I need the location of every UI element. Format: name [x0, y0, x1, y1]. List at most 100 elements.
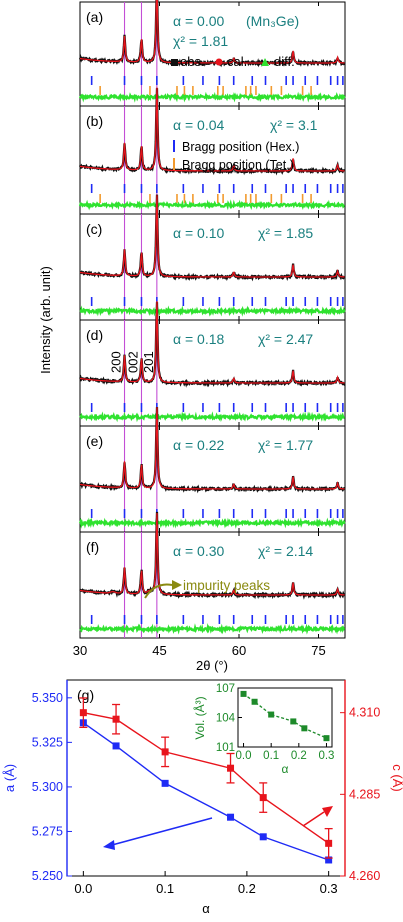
xrd-panel: (e) α = 0.22 χ² = 1.77 — [78, 406, 346, 533]
calculated-curve — [79, 301, 345, 384]
xrd-panel: (a) α = 0.00 (Mn₃Ge) χ² = 1.81 — [78, 0, 346, 107]
calculated-curve — [79, 87, 345, 172]
xrd-legend: obs. cal. diff. — [171, 54, 295, 69]
left-tick-label: 5.250 — [32, 869, 63, 883]
alpha-label: α = 0.04 — [173, 117, 225, 133]
obs-label: obs. — [180, 54, 205, 69]
impurity-annotation: impurity peaks — [144, 578, 270, 599]
left-tick-label: 5.325 — [32, 735, 63, 749]
a-axis-arrow — [111, 817, 213, 846]
right-tick-label: 4.285 — [349, 787, 380, 801]
difference-curve — [79, 305, 346, 317]
chi-label: χ² = 1.81 — [173, 33, 228, 49]
a-series-point — [161, 779, 169, 787]
right-tick-label: 4.260 — [349, 869, 380, 883]
bragg-tet-label: Bragg position (Tet.) — [182, 158, 294, 172]
c-series-point — [161, 748, 169, 756]
right-tick-label: 4.310 — [349, 706, 380, 720]
inset-y-tick-label: 104 — [216, 713, 236, 725]
c-series-point — [79, 709, 87, 717]
panel-letter: (f) — [86, 539, 99, 555]
inset-y-tick-label: 107 — [216, 683, 235, 695]
volume-series-point — [251, 698, 258, 705]
impurity-arrow — [144, 583, 173, 599]
chi-label: χ² = 2.47 — [258, 331, 313, 347]
alpha-label: α = 0.10 — [173, 225, 225, 241]
a-series-point — [227, 813, 235, 821]
panel-letter: (e) — [86, 433, 103, 449]
panel-letter: (c) — [86, 221, 102, 237]
diff-marker — [261, 58, 269, 66]
volume-series-point — [290, 718, 297, 725]
cal-label: cal. — [227, 54, 247, 69]
a-series-line — [82, 722, 329, 861]
a-series-point — [112, 742, 120, 750]
c-series-point — [259, 794, 267, 802]
impurity-arrowhead — [172, 580, 182, 590]
c-axis-arrow — [302, 811, 325, 827]
volume-series-point — [301, 725, 308, 732]
inset-x-tick-label: 0.0 — [236, 750, 252, 762]
x-tick-label: 60 — [232, 643, 246, 658]
c-axis-arrowhead — [322, 806, 333, 817]
x-tick-label: 45 — [152, 643, 166, 658]
c-series-line — [83, 712, 330, 844]
xrd-panel: (f) α = 0.30 χ² = 2.14 — [79, 511, 346, 639]
left-axis-label: a (Å) — [2, 764, 17, 792]
bragg-legend: Bragg position (Hex.) Bragg position (Tet… — [173, 140, 299, 172]
y-axis-label: Intensity (arb. unit) — [38, 266, 53, 374]
panel-frame — [79, 531, 346, 639]
inset-frame — [237, 687, 333, 748]
x-tick-label: 0.3 — [320, 881, 338, 896]
volume-series-point — [240, 690, 247, 697]
c-series-point — [227, 764, 235, 772]
chi-label: χ² = 2.14 — [258, 543, 313, 559]
inset-x-axis-label: α — [282, 762, 289, 776]
chi-label: χ² = 1.85 — [258, 225, 313, 241]
inset-y-tick-label: 101 — [216, 742, 235, 754]
x-tick-label: 0.1 — [156, 881, 174, 896]
inset-x-tick-label: 0.2 — [291, 750, 307, 762]
calculated-curve — [79, 0, 345, 64]
xrd-stack: (a) α = 0.00 (Mn₃Ge) χ² = 1.81 (b) α = 0.04 χ²… — [38, 0, 346, 673]
bragg-hex-label: Bragg position (Hex.) — [182, 140, 299, 154]
xrd-panel: (c) α = 0.10 χ² = 1.85 — [79, 194, 346, 321]
obs-marker — [171, 59, 178, 66]
difference-curve — [79, 623, 346, 635]
left-tick-label: 5.350 — [32, 691, 63, 705]
x-axis-label: α — [202, 901, 210, 916]
x-axis-label: 2θ (°) — [196, 658, 228, 673]
right-axis-label: c (Å) — [390, 764, 403, 791]
panel-letter: (b) — [86, 113, 103, 129]
xrd-panel: (b) α = 0.04 χ² = 3.1 — [78, 87, 346, 215]
c-series-point — [325, 839, 333, 847]
peak-index-label: 002 — [125, 351, 140, 373]
x-tick-label: 0.2 — [238, 881, 256, 896]
difference-curve — [78, 517, 346, 529]
difference-curve — [78, 91, 346, 103]
calculated-curve — [79, 195, 345, 278]
chi-label: χ² = 3.1 — [270, 117, 318, 133]
panel-letter: (d) — [86, 327, 103, 343]
inset-x-tick-label: 0.1 — [263, 750, 279, 762]
difference-curve — [78, 199, 345, 211]
alpha-label: α = 0.22 — [173, 437, 225, 453]
alpha-label: α = 0.18 — [173, 331, 225, 347]
volume-series-point — [268, 711, 275, 718]
inset-x-tick-label: 0.3 — [318, 750, 334, 762]
cal-marker — [215, 58, 223, 66]
peak-index-label: 200 — [109, 351, 124, 373]
x-tick-label: 30 — [73, 643, 87, 658]
panel-letter: (a) — [86, 9, 103, 25]
alpha-label: α = 0.30 — [173, 543, 225, 559]
a-series-point — [325, 856, 333, 864]
alpha-label: α = 0.00 — [173, 13, 225, 29]
panel-letter: (g) — [77, 687, 94, 703]
calculated-curve — [79, 407, 345, 490]
calculated-curve — [79, 512, 345, 596]
x-tick-label: 75 — [311, 643, 325, 658]
inset-y-axis-label: Vol. (Å³) — [192, 696, 207, 739]
chi-label: χ² = 1.77 — [258, 437, 313, 453]
left-tick-label: 5.300 — [32, 780, 63, 794]
